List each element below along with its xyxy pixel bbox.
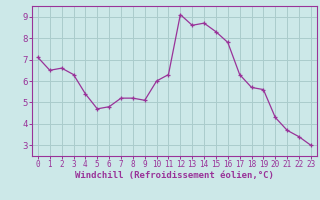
- X-axis label: Windchill (Refroidissement éolien,°C): Windchill (Refroidissement éolien,°C): [75, 171, 274, 180]
